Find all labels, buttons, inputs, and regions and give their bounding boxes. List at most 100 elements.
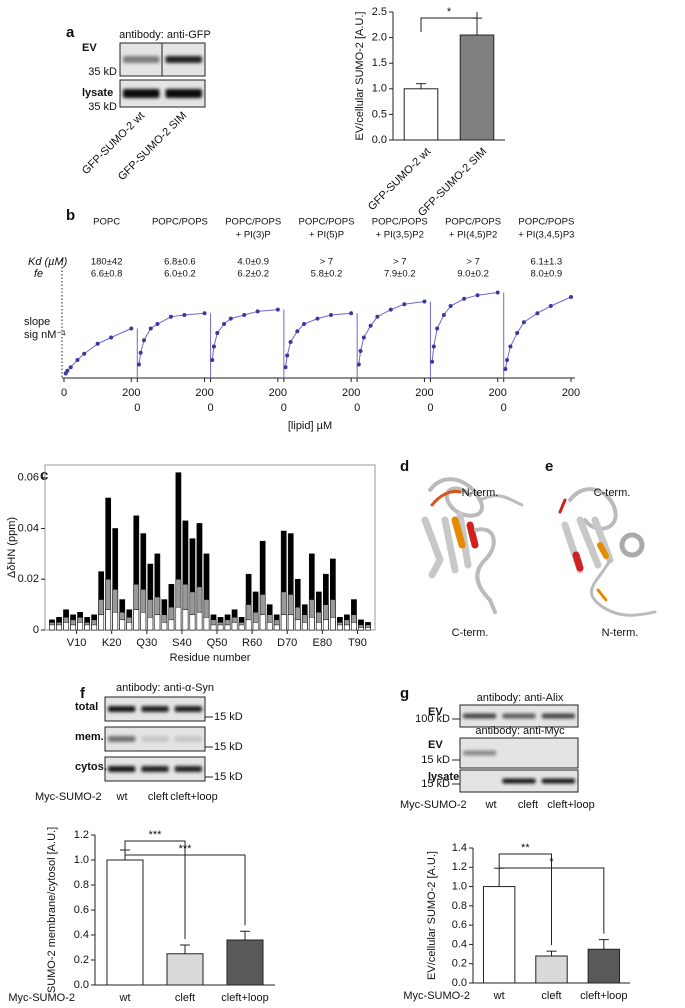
condition-label: POPC/POPS	[372, 217, 428, 228]
x-tick-label: E80	[313, 637, 333, 649]
x-tick-label: 0	[208, 402, 214, 414]
bar	[315, 622, 322, 631]
y-axis-label: slope	[24, 316, 50, 328]
data-point	[435, 326, 440, 331]
y-tick-label: 1.0	[372, 83, 387, 95]
significance-label: *	[447, 6, 452, 18]
bar	[106, 859, 144, 986]
data-point	[215, 331, 220, 335]
bar	[168, 619, 175, 631]
lane-label: cleft	[148, 791, 168, 803]
bar	[203, 617, 210, 631]
x-tick-label: cleft+loop	[221, 992, 268, 1004]
data-point	[361, 335, 366, 340]
fe-value: 6.6±0.8	[91, 269, 123, 280]
y-tick-label: 1.2	[452, 861, 467, 873]
data-point	[211, 344, 216, 349]
lane-label: cleft+loop	[170, 791, 217, 803]
data-point	[68, 365, 73, 370]
kd-value: > 7	[320, 257, 333, 268]
bar	[259, 614, 266, 631]
bar	[49, 624, 55, 631]
significance-bracket	[420, 12, 478, 32]
row-label: mem.	[75, 731, 104, 743]
bar	[301, 622, 308, 631]
y-tick-label: 0.06	[18, 472, 39, 484]
data-point	[569, 295, 573, 299]
x-tick-label: Q50	[207, 637, 228, 649]
data-point	[228, 316, 233, 321]
data-point	[142, 338, 147, 343]
condition-label: POPC/POPS	[445, 217, 501, 228]
condition-label: POPC/POPS	[299, 217, 355, 228]
row-label: lysate	[82, 87, 113, 99]
bar	[147, 617, 154, 631]
marker-label: 15 kD	[214, 741, 243, 753]
data-point	[441, 313, 446, 317]
x-tick-label: Q30	[136, 637, 157, 649]
bar	[126, 622, 133, 631]
y-tick-label: 0.6	[74, 904, 89, 916]
y-tick-label: 0.2	[74, 954, 89, 966]
data-point	[65, 368, 70, 373]
data-point	[431, 344, 436, 349]
fit-line	[358, 301, 425, 365]
data-point	[328, 313, 333, 317]
data-point	[148, 326, 153, 331]
condition-label: + PI(4,5)P2	[449, 230, 497, 241]
x-tick-label: wt	[119, 992, 131, 1004]
kd-value: > 7	[466, 257, 479, 268]
x-axis-label: Residue number	[170, 652, 251, 664]
antibody-label: antibody: anti-α-Syn	[116, 682, 214, 694]
row-label: EV	[428, 706, 443, 718]
blot-band	[108, 766, 136, 772]
fit-line	[65, 328, 132, 374]
blot-band	[123, 89, 160, 98]
panel-label: a	[66, 24, 75, 41]
row-label: EV	[82, 42, 97, 54]
data-point	[295, 329, 300, 334]
condition-label: + PI(3)P	[236, 230, 271, 241]
x-tick-label: wt	[493, 990, 505, 1002]
x-tick-label: cleft+loop	[580, 990, 627, 1002]
blot-band	[174, 766, 202, 772]
significance-bracket	[498, 862, 605, 934]
x-tick-label: 200	[195, 387, 213, 399]
bar	[273, 624, 280, 631]
data-point	[462, 296, 467, 301]
bar	[196, 611, 203, 631]
data-point	[95, 341, 100, 346]
marker-label: 15 kD	[214, 711, 243, 723]
y-tick-label: 0.04	[18, 522, 39, 534]
bar	[403, 88, 439, 141]
bar	[280, 614, 287, 631]
bar	[587, 948, 621, 984]
bar	[56, 624, 62, 631]
lane-label: wt	[116, 791, 128, 803]
bar	[91, 624, 97, 631]
blot-band	[108, 736, 136, 742]
lane-title: Myc-SUMO-2	[400, 799, 467, 811]
y-tick-label: 0.0	[372, 134, 387, 146]
data-point	[75, 358, 80, 362]
fe-value: 6.0±0.2	[164, 269, 196, 280]
bar	[161, 622, 168, 631]
x-tick-label: V10	[67, 637, 87, 649]
y-axis-label: SUMO-2 membrane/cytosol [A.U.]	[46, 827, 58, 993]
lane-label: cleft	[518, 799, 538, 811]
significance-label: **	[521, 842, 530, 854]
x-tick-label: 0	[354, 402, 360, 414]
bar	[210, 624, 217, 631]
bar	[337, 624, 343, 631]
kd-value: 4.0±0.9	[237, 257, 269, 268]
antibody-label: antibody: anti-Alix	[477, 692, 564, 704]
fe-value: 8.0±0.9	[531, 269, 563, 280]
data-point	[368, 323, 373, 328]
x-tick-label: 0	[501, 402, 507, 414]
bar	[294, 619, 301, 631]
x-tick-label: 200	[269, 387, 287, 399]
y-tick-label: 0.8	[452, 900, 467, 912]
data-point	[430, 359, 435, 364]
bar	[224, 624, 231, 631]
blot-band	[165, 89, 202, 98]
